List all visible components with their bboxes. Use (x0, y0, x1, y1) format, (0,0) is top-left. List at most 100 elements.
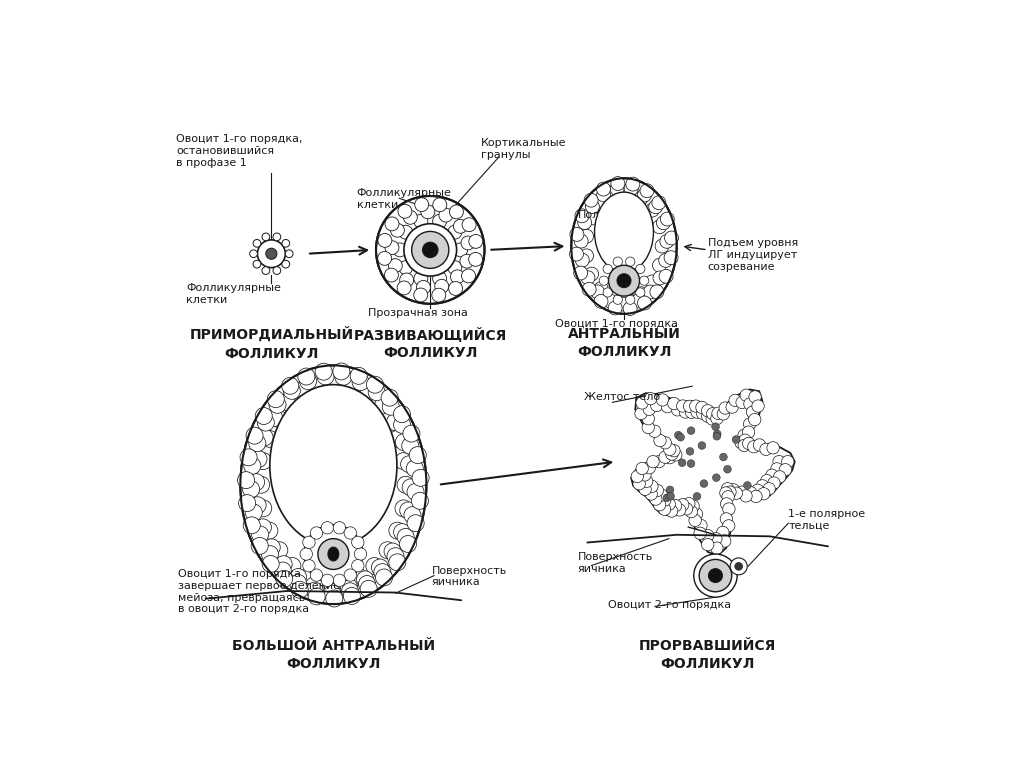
Circle shape (322, 574, 334, 587)
Circle shape (735, 486, 749, 499)
Circle shape (617, 274, 631, 288)
Circle shape (744, 486, 757, 499)
Circle shape (683, 400, 696, 413)
Circle shape (253, 260, 261, 268)
Circle shape (569, 247, 584, 261)
Circle shape (366, 558, 383, 574)
Circle shape (433, 214, 446, 228)
Circle shape (766, 469, 778, 482)
Circle shape (677, 400, 689, 412)
Circle shape (779, 463, 792, 476)
Circle shape (713, 433, 721, 440)
Circle shape (707, 407, 719, 420)
Circle shape (306, 582, 324, 599)
Circle shape (290, 574, 306, 591)
Circle shape (693, 554, 737, 597)
Circle shape (693, 492, 700, 500)
Circle shape (625, 182, 638, 196)
Circle shape (433, 272, 446, 285)
Circle shape (611, 176, 625, 190)
Circle shape (639, 483, 651, 495)
Circle shape (719, 402, 731, 414)
Circle shape (299, 568, 316, 585)
Circle shape (701, 404, 714, 417)
Circle shape (265, 410, 283, 426)
Circle shape (401, 437, 419, 454)
Circle shape (658, 451, 672, 463)
Circle shape (395, 500, 412, 517)
Circle shape (726, 401, 738, 413)
Circle shape (574, 234, 588, 248)
Circle shape (656, 393, 669, 406)
Circle shape (668, 397, 680, 410)
Circle shape (653, 499, 666, 511)
Circle shape (261, 430, 278, 447)
Circle shape (273, 267, 281, 275)
Circle shape (300, 373, 316, 390)
Ellipse shape (595, 193, 653, 272)
Circle shape (300, 548, 312, 560)
Circle shape (729, 394, 741, 407)
Circle shape (750, 490, 762, 502)
Circle shape (461, 236, 475, 250)
Circle shape (634, 287, 648, 301)
Circle shape (327, 373, 344, 390)
Circle shape (742, 426, 755, 438)
Circle shape (403, 507, 421, 524)
Circle shape (686, 447, 694, 455)
Circle shape (650, 400, 663, 412)
Text: Желтос тело: Желтос тело (584, 393, 659, 403)
Circle shape (645, 488, 657, 500)
Circle shape (414, 214, 428, 228)
Circle shape (303, 560, 315, 572)
Circle shape (594, 281, 608, 295)
Circle shape (680, 502, 693, 515)
Circle shape (647, 456, 659, 468)
Circle shape (570, 228, 584, 242)
Circle shape (469, 235, 482, 249)
Circle shape (340, 578, 357, 595)
Circle shape (767, 442, 779, 454)
Circle shape (599, 276, 608, 285)
Circle shape (382, 398, 399, 415)
Circle shape (249, 497, 266, 514)
Circle shape (399, 502, 417, 519)
Circle shape (689, 400, 702, 412)
Circle shape (696, 407, 709, 420)
Circle shape (249, 435, 266, 452)
Circle shape (691, 406, 703, 418)
Circle shape (670, 449, 682, 461)
Text: ПРИМОРДИАЛЬНЫЙ
ФОЛЛИКУЛ: ПРИМОРДИАЛЬНЫЙ ФОЛЛИКУЛ (189, 327, 353, 360)
Circle shape (585, 267, 599, 281)
Circle shape (665, 251, 678, 265)
Circle shape (643, 403, 655, 416)
Circle shape (262, 555, 280, 572)
Text: Овоцит 1-го порядка,
остановившийся
в профазе 1: Овоцит 1-го порядка, остановившийся в пр… (176, 134, 302, 168)
Circle shape (245, 504, 262, 521)
Circle shape (712, 423, 720, 430)
Circle shape (603, 265, 612, 274)
Circle shape (721, 482, 734, 495)
Circle shape (315, 364, 332, 380)
Circle shape (677, 499, 689, 511)
Circle shape (640, 184, 654, 198)
Circle shape (646, 480, 658, 492)
Circle shape (636, 288, 645, 297)
Circle shape (306, 577, 323, 594)
Circle shape (771, 463, 783, 475)
Circle shape (333, 363, 350, 380)
Circle shape (712, 407, 724, 420)
Circle shape (662, 400, 674, 413)
Circle shape (402, 425, 420, 442)
Circle shape (642, 413, 654, 425)
Circle shape (246, 427, 263, 444)
Text: Поверхность
яичника: Поверхность яичника (432, 565, 507, 588)
Ellipse shape (328, 547, 339, 561)
Circle shape (710, 532, 722, 545)
Circle shape (261, 522, 278, 539)
Circle shape (781, 456, 794, 468)
Circle shape (679, 406, 691, 418)
Circle shape (379, 411, 396, 428)
Circle shape (269, 397, 286, 413)
Circle shape (284, 558, 301, 574)
